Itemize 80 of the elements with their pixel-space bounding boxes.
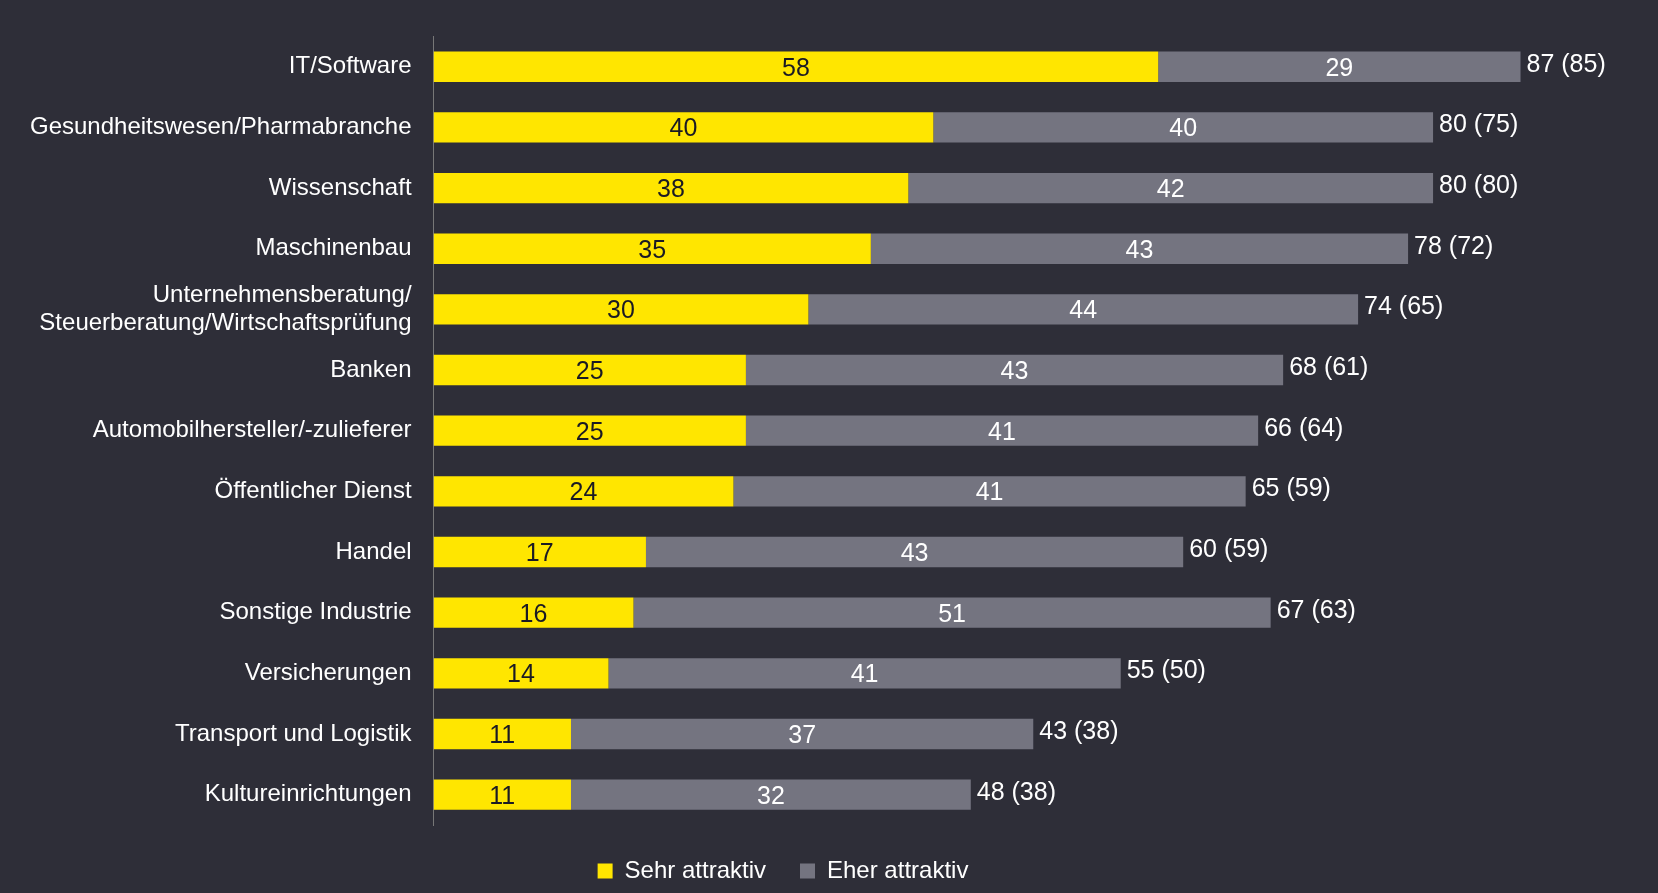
y-tick-label: Banken — [330, 354, 412, 382]
data-label: 43 — [1000, 355, 1029, 384]
y-tick-label: IT/Software — [288, 51, 412, 79]
y-tick-label: Automobilhersteller/-zulieferer — [92, 415, 412, 443]
total-label: 67 (63) — [1276, 594, 1356, 623]
bar — [433, 294, 809, 325]
data-label: 25 — [575, 416, 604, 445]
data-label: 44 — [1069, 295, 1098, 324]
bar — [433, 354, 746, 386]
bar — [808, 294, 1359, 325]
y-tick-label: Transport und Logistik — [174, 718, 413, 746]
bar — [433, 597, 634, 628]
total-label: 78 (72) — [1414, 230, 1494, 259]
bar — [433, 112, 934, 143]
total-label: 60 (59) — [1189, 533, 1269, 562]
total-label: 74 (65) — [1364, 291, 1444, 320]
data-label: 43 — [900, 537, 929, 566]
data-label: 16 — [519, 598, 548, 627]
y-tick-label: Handel — [335, 536, 412, 564]
data-label: 37 — [788, 719, 817, 748]
y-tick-label: Wissenschaft — [268, 172, 412, 200]
data-label: 41 — [850, 659, 879, 688]
y-tick-label: Versicherungen — [244, 657, 412, 685]
data-label: 38 — [657, 173, 685, 202]
legend-label: Eher attraktiv — [827, 855, 969, 883]
total-label: 80 (80) — [1439, 169, 1519, 198]
data-label: 11 — [489, 719, 516, 748]
bar — [433, 233, 871, 264]
bar — [733, 476, 1246, 507]
bar — [433, 658, 609, 689]
bar — [645, 536, 1184, 568]
bar — [908, 172, 1434, 204]
total-label: 65 (59) — [1251, 473, 1331, 502]
bar — [570, 718, 1034, 750]
bar — [608, 658, 1121, 689]
data-label: 41 — [988, 416, 1016, 445]
data-label: 29 — [1325, 52, 1354, 81]
bar — [433, 779, 571, 810]
data-label: 58 — [781, 52, 810, 81]
bar — [633, 597, 1271, 628]
data-label: 24 — [569, 477, 598, 506]
y-tick-label: Öffentlicher Dienst — [214, 475, 412, 503]
total-label: 68 (61) — [1289, 351, 1369, 380]
bar — [433, 718, 571, 750]
bar — [745, 415, 1259, 446]
bar — [933, 112, 1434, 143]
data-label: 14 — [507, 659, 536, 688]
y-tick-label: Sonstige Industrie — [219, 597, 412, 625]
data-label: 17 — [525, 537, 554, 566]
data-label: 43 — [1125, 234, 1154, 263]
data-label: 41 — [975, 477, 1004, 506]
bar — [1158, 51, 1521, 82]
data-label: 32 — [756, 780, 785, 809]
data-label: 51 — [938, 598, 966, 627]
data-label: 25 — [575, 355, 604, 384]
y-tick-label: Kultureinrichtungen — [204, 779, 412, 807]
bar — [570, 779, 971, 810]
data-label: 42 — [1156, 173, 1185, 202]
bar — [870, 233, 1409, 264]
total-label: 87 (85) — [1526, 48, 1606, 77]
bar — [433, 536, 646, 568]
data-label: 11 — [489, 780, 516, 809]
y-tick-label: Maschinenbau — [255, 233, 412, 261]
total-label: 55 (50) — [1126, 655, 1206, 684]
data-label: 40 — [1169, 113, 1198, 142]
bar — [433, 415, 746, 446]
y-tick-label: Unternehmensberatung/Steuerberatung/Wirtschaftsprüfung — [39, 279, 412, 336]
bar — [745, 354, 1284, 386]
total-label: 48 (38) — [976, 776, 1057, 805]
bar — [433, 476, 734, 507]
y-tick-label: Gesundheitswesen/Pharmabranche — [30, 112, 412, 140]
data-label: 40 — [669, 113, 698, 142]
data-label: 35 — [638, 234, 667, 263]
bar — [433, 51, 1159, 82]
total-label: 80 (75) — [1439, 109, 1519, 138]
total-label: 66 (64) — [1264, 412, 1344, 441]
legend-label: Sehr attraktiv — [624, 855, 766, 883]
total-label: 43 (38) — [1039, 715, 1119, 744]
data-label: 30 — [607, 295, 635, 324]
bar — [433, 172, 909, 204]
